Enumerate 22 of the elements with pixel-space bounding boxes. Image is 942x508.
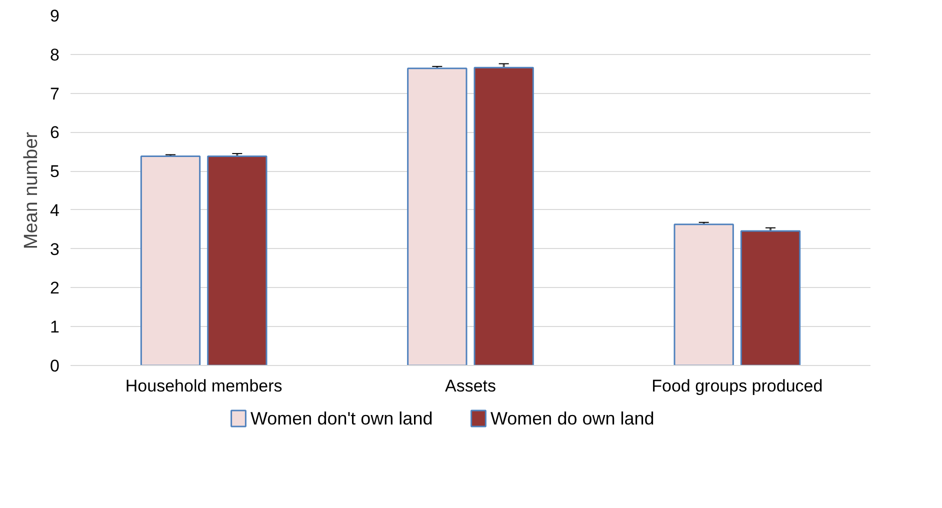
y-tick-label: 2: [50, 278, 60, 298]
y-axis-title: Mean number: [21, 131, 42, 250]
bar: [674, 224, 734, 366]
y-tick-label: 9: [50, 6, 60, 26]
y-tick-label: 0: [50, 356, 60, 376]
bar: [140, 156, 201, 366]
bar: [207, 156, 268, 366]
y-tick-label: 1: [50, 318, 60, 337]
x-tick-label: Household members: [125, 376, 282, 396]
y-tick-label: 6: [50, 123, 60, 142]
x-tick-label: Assets: [444, 376, 496, 396]
bar: [474, 66, 534, 366]
legend-label: Women don't own land: [250, 408, 433, 428]
y-tick-label: 4: [50, 200, 60, 220]
legend-label: Women do own land: [490, 408, 654, 428]
bar: [407, 68, 468, 366]
x-tick-label: Food groups produced: [652, 376, 823, 396]
y-tick-label: 5: [50, 162, 60, 182]
y-tick-label: 3: [50, 240, 60, 259]
bar: [740, 230, 801, 366]
y-tick-label: 8: [50, 45, 60, 64]
y-tick-label: 7: [50, 84, 60, 104]
